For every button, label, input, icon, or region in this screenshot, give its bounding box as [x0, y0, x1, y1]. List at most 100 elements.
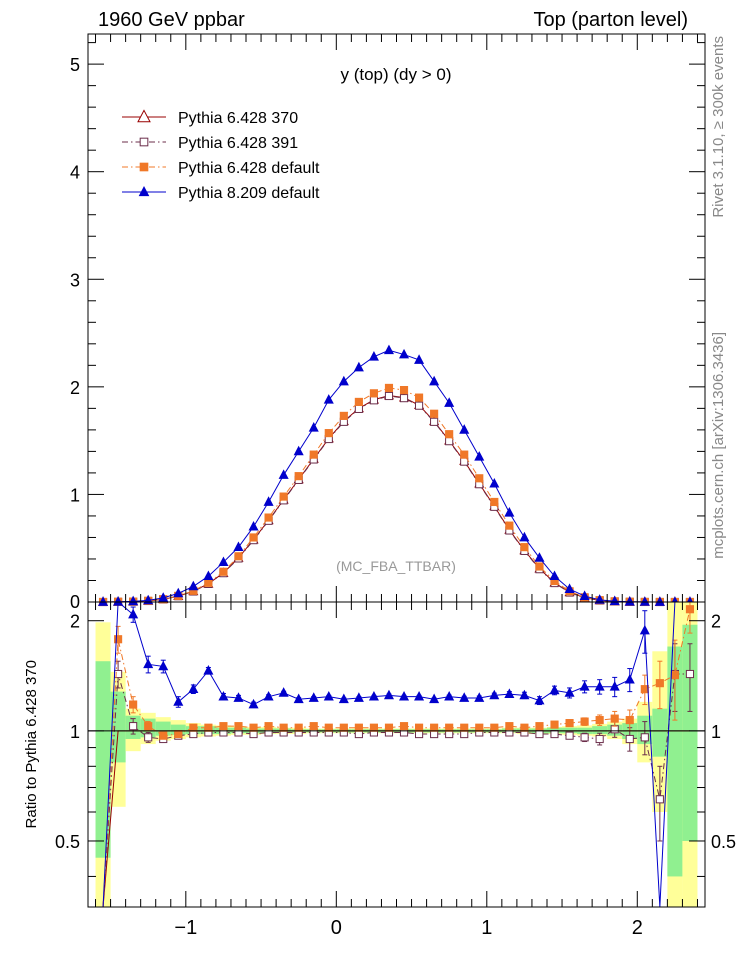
main-y-tick-label: 1: [70, 485, 80, 505]
data-point-p8def-0: [98, 596, 109, 606]
legend-entry-p8def: Pythia 8.209 default: [122, 185, 320, 202]
ratio-point-p8def-13: [293, 693, 304, 704]
ratio-point-p6def-19: [384, 723, 394, 732]
data-point-p8def-9: [233, 541, 244, 551]
ratio-point-p8def-34: [609, 681, 620, 691]
ratio-point-p391-3: [144, 733, 153, 742]
ratio-panel: 0.5 0.5 1 1 2 2 −1 0 1 2 Ratio to Pythia 6.428 37…: [23, 600, 736, 939]
series-line-p6def: [103, 387, 690, 603]
ratio-point-p6def-20: [399, 722, 409, 731]
data-point-p6def-22: [430, 409, 439, 418]
ratio-point-p6def-35: [625, 716, 634, 725]
ratio-series-p370: [102, 730, 690, 908]
ratio-plot-marks: [102, 600, 695, 908]
data-point-p8def-6: [188, 580, 199, 591]
ratio-point-p6def-1: [114, 635, 123, 644]
data-point-p8def-30: [549, 570, 560, 581]
data-point-p8def-22: [429, 375, 440, 386]
data-point-p391-19: [384, 391, 394, 401]
data-point-p6def-20: [399, 386, 409, 395]
ratio-point-p6def-29: [535, 722, 544, 731]
data-point-p8def-4: [158, 592, 169, 602]
ratio-point-p8def-25: [474, 692, 485, 702]
ratio-point-p6def-2: [129, 700, 138, 709]
ratio-point-p6def-13: [294, 723, 303, 732]
main-axis-ticks: 1 2 3 4 5: [70, 34, 705, 602]
ratio-point-p6def-32: [580, 717, 589, 726]
ratio-point-p6def-14: [309, 722, 318, 731]
data-point-p6def-29: [535, 562, 544, 571]
data-point-p8def-26: [489, 477, 500, 488]
data-point-p391-18: [369, 396, 378, 405]
legend-label-p6def: Pythia 6.428 default: [178, 160, 320, 177]
ratio-point-p8def-31: [564, 687, 575, 697]
ratio-point-p8def-6: [188, 683, 199, 694]
data-point-p6def-8: [219, 567, 228, 576]
data-point-p6def-24: [460, 450, 469, 459]
ratio-y-tick-label-right: 2: [711, 612, 721, 632]
ratio-point-p6def-33: [595, 716, 604, 725]
ratio-point-p8def-30: [549, 684, 560, 695]
ratio-y-tick-label-left: 0.5: [55, 832, 80, 852]
data-point-p8def-10: [248, 521, 259, 531]
ratio-point-p8def-8: [218, 690, 229, 701]
data-point-p8def-27: [504, 507, 515, 517]
ratio-point-p6def-25: [475, 723, 484, 732]
ratio-point-p8def-24: [459, 692, 470, 702]
ratio-point-p391-35: [625, 734, 634, 744]
data-point-p8def-32: [579, 590, 590, 600]
data-point-p8def-20: [398, 348, 410, 359]
data-point-p6def-18: [369, 389, 378, 398]
ratio-point-p6def-4: [159, 731, 168, 740]
mcplots-label: mcplots.cern.ch [arXiv:1306.3436]: [710, 332, 727, 559]
ratio-y-tick-label-left: 1: [70, 722, 80, 742]
ratio-axis-ticks: 0.5 0.5 1 1 2 2 −1 0 1 2: [55, 602, 736, 939]
legend: Pythia 6.428 370 Pythia 6.428 391 Pythia 6…: [122, 109, 320, 202]
ratio-point-p8def-14: [308, 692, 319, 702]
data-point-p8def-17: [353, 361, 364, 372]
ratio-y-tick-label-right: 1: [711, 722, 721, 742]
ratio-point-p8def-27: [504, 688, 515, 698]
ratio-point-p8def-5: [173, 696, 184, 706]
ratio-series-p6def: [102, 601, 695, 908]
ratio-series-p391: [102, 643, 695, 908]
ratio-point-p8def-36: [639, 624, 650, 635]
ratio-point-p6def-27: [505, 722, 514, 731]
ratio-point-p391-37: [655, 795, 664, 804]
ratio-point-p8def-33: [594, 681, 605, 691]
ratio-y-tick-label-right: 0.5: [711, 832, 736, 852]
data-point-p391-20: [399, 394, 409, 403]
ratio-point-p391-39: [685, 669, 695, 679]
ratio-point-p8def-18: [368, 690, 379, 701]
data-point-p8def-35: [624, 596, 635, 606]
ratio-point-p6def-30: [550, 720, 559, 729]
band-inner-5: [170, 724, 186, 735]
data-point-p8def-29: [534, 552, 545, 562]
legend-label-p370: Pythia 6.428 370: [178, 110, 298, 127]
ratio-point-p8def-11: [263, 690, 274, 701]
data-point-p6def-25: [475, 474, 484, 483]
ratio-point-p391-32: [580, 733, 589, 742]
data-point-p8def-37: [654, 596, 665, 606]
data-point-p391-22: [430, 417, 439, 426]
band-inner-39: [682, 624, 698, 841]
ratio-line-p8def: [102, 600, 690, 908]
ratio-point-p8def-19: [383, 689, 395, 700]
ratio-line-p391: [102, 673, 690, 908]
data-point-p6def-26: [490, 497, 499, 507]
ratio-point-p8def-16: [338, 693, 349, 704]
ratio-point-p6def-15: [324, 723, 333, 732]
ratio-point-p6def-16: [339, 723, 348, 732]
ratio-point-p8def-21: [414, 690, 425, 701]
ratio-point-p8def-22: [429, 693, 440, 704]
ratio-point-p391-36: [640, 733, 649, 742]
data-point-p8def-23: [444, 397, 455, 407]
ratio-point-p6def-31: [565, 719, 574, 728]
data-point-p6def-7: [204, 578, 213, 587]
ratio-point-p6def-18: [369, 723, 378, 732]
ratio-line-p370: [102, 730, 690, 908]
ratio-point-p8def-29: [534, 694, 545, 705]
legend-entry-p6def: Pythia 6.428 default: [122, 160, 320, 177]
